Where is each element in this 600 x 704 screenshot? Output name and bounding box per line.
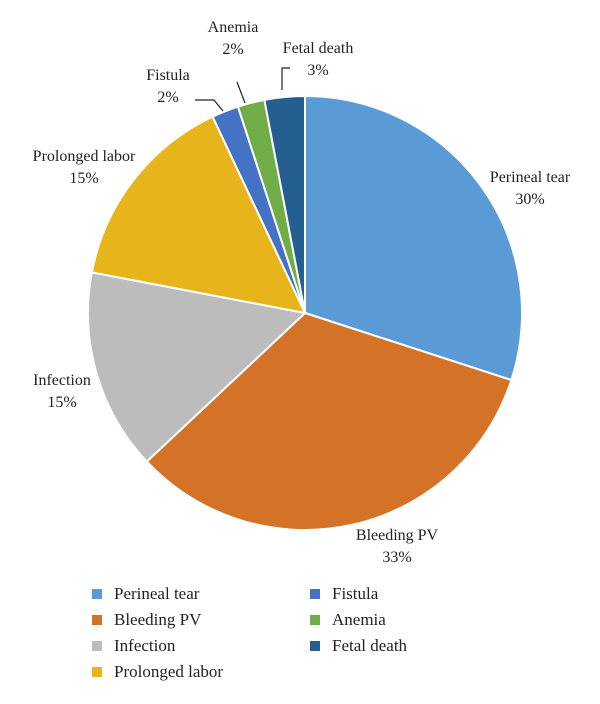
data-label-anemia: Anemia xyxy=(208,19,259,36)
legend-swatch xyxy=(92,667,102,677)
legend-item-anemia: Anemia xyxy=(310,608,386,632)
leader-line-anemia xyxy=(236,81,246,104)
data-percent-perineal-tear: 30% xyxy=(515,191,544,208)
legend-swatch xyxy=(92,615,102,625)
legend-label: Prolonged labor xyxy=(114,662,224,681)
leader-line-fistula xyxy=(195,99,224,112)
legend-item-bleeding-pv: Bleeding PV xyxy=(92,608,201,632)
data-percent-infection: 15% xyxy=(47,394,76,411)
legend-label: Bleeding PV xyxy=(114,610,202,629)
pie-slice-infection xyxy=(87,271,308,463)
data-percent-prolonged-labor: 15% xyxy=(69,170,98,187)
legend-swatch xyxy=(310,589,320,599)
legend-label: Perineal tear xyxy=(114,584,200,603)
pie-slice-perineal-tear xyxy=(304,94,523,382)
legend-item-perineal-tear: Perineal tear xyxy=(92,582,199,606)
legend-label: Anemia xyxy=(332,610,386,629)
legend-item-fistula: Fistula xyxy=(310,582,378,606)
data-label-perineal-tear: Perineal tear xyxy=(490,169,571,186)
data-percent-anemia: 2% xyxy=(222,41,243,58)
data-label-prolonged-labor: Prolonged labor xyxy=(33,148,136,165)
legend-label: Fetal death xyxy=(332,636,408,655)
legend-label: Fistula xyxy=(332,584,379,603)
data-label-infection: Infection xyxy=(33,372,91,389)
pie-slice-fetal-death xyxy=(263,94,306,314)
data-label-fetal-death: Fetal death xyxy=(283,40,354,57)
legend-item-fetal-death: Fetal death xyxy=(310,634,407,658)
legend-item-infection: Infection xyxy=(92,634,175,658)
pie-slice-prolonged-labor xyxy=(90,115,307,315)
legend-swatch xyxy=(92,589,102,599)
legend-swatch xyxy=(310,615,320,625)
data-percent-fistula: 2% xyxy=(157,89,178,106)
legend-swatch xyxy=(310,641,320,651)
pie-slice-bleeding-pv xyxy=(145,311,513,531)
leader-line-fetal-death xyxy=(281,67,290,90)
legend-item-prolonged-labor: Prolonged labor xyxy=(92,660,223,684)
data-label-fistula: Fistula xyxy=(146,67,190,84)
pie-chart-svg: Perineal tear 30% Bleeding PV 33% Infection 1… xyxy=(33,19,571,566)
data-percent-bleeding-pv: 33% xyxy=(382,549,411,566)
legend-label: Infection xyxy=(114,636,176,655)
data-percent-fetal-death: 3% xyxy=(307,62,328,79)
data-label-bleeding-pv: Bleeding PV xyxy=(356,527,439,544)
legend-swatch xyxy=(92,641,102,651)
